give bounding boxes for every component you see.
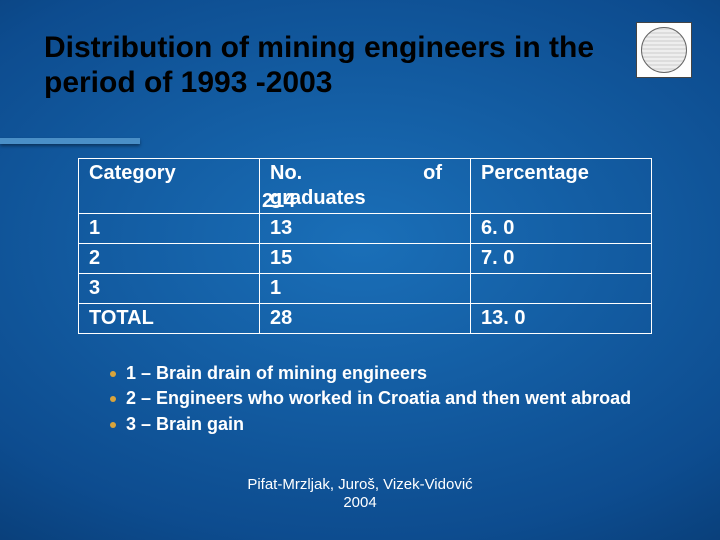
cell-num: 13 [260,214,471,244]
table-row-total: TOTAL 28 13. 0 [79,304,652,334]
cell-num: 28 [260,304,471,334]
cell-pct [471,274,652,304]
cell-pct: 6. 0 [471,214,652,244]
distribution-table: Category No. of graduates Percentage 1 1… [78,158,652,334]
legend-bullets: 1 – Brain drain of mining engineers 2 – … [110,362,640,438]
bullet-text: 2 – Engineers who worked in Croatia and … [126,387,631,410]
bullet-icon [110,422,116,428]
slide-title: Distribution of mining engineers in the … [44,30,634,101]
cell-cat: 1 [79,214,260,244]
bullet-text: 1 – Brain drain of mining engineers [126,362,427,385]
title-underline [0,138,140,144]
citation-authors: Pifat-Mrzljak, Juroš, Vizek-Vidović [247,476,472,493]
bullet-item: 2 – Engineers who worked in Croatia and … [110,387,640,410]
seal-icon [641,27,687,73]
header-category: Category [79,159,260,214]
header-number-of: of [423,161,460,186]
cell-cat: 3 [79,274,260,304]
table-header-row: Category No. of graduates Percentage [79,159,652,214]
header-percentage: Percentage [471,159,652,214]
bullet-item: 3 – Brain gain [110,413,640,436]
header-number-no: No. [270,162,302,184]
citation-year: 2004 [343,494,376,511]
cell-pct: 7. 0 [471,244,652,274]
overlay-214: 214 [262,190,295,213]
table-row: 2 15 7. 0 [79,244,652,274]
bullet-icon [110,396,116,402]
bullet-icon [110,371,116,377]
bullet-text: 3 – Brain gain [126,413,244,436]
seal-logo [636,22,692,78]
bullet-item: 1 – Brain drain of mining engineers [110,362,640,385]
table-row: 3 1 [79,274,652,304]
citation: Pifat-Mrzljak, Juroš, Vizek-Vidović 2004 [0,476,720,512]
cell-cat: 2 [79,244,260,274]
slide: Distribution of mining engineers in the … [0,0,720,540]
cell-num: 1 [260,274,471,304]
cell-cat: TOTAL [79,304,260,334]
cell-pct: 13. 0 [471,304,652,334]
table-row: 1 13 6. 0 [79,214,652,244]
cell-num: 15 [260,244,471,274]
